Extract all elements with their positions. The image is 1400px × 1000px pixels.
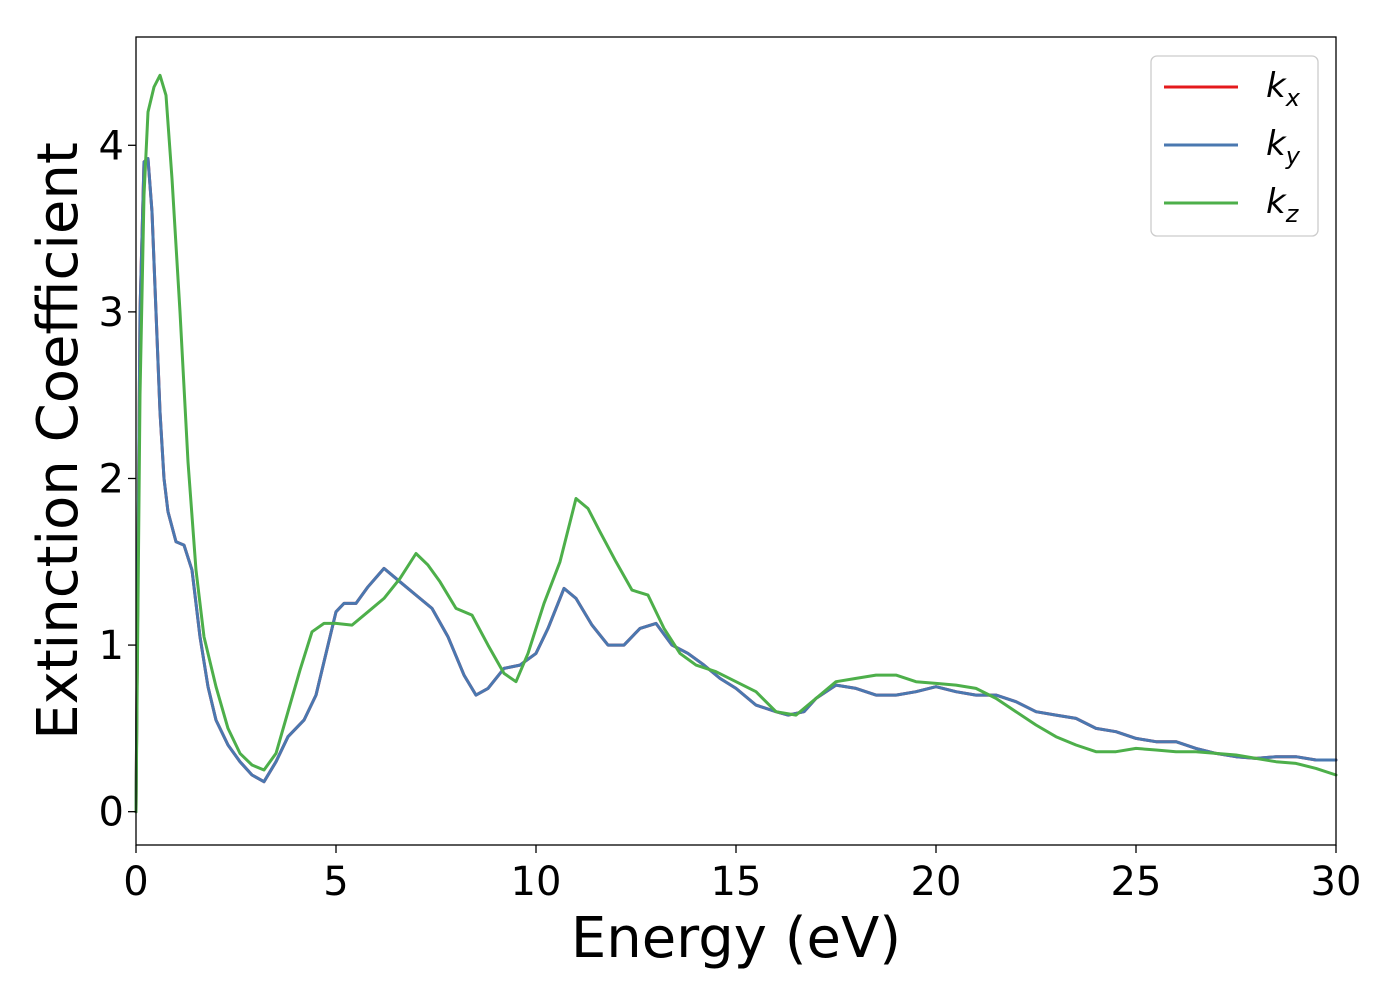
- y-tick-label: 2: [99, 456, 124, 502]
- series-line-y: [134, 157, 1338, 814]
- x-tick-label: 30: [1311, 859, 1362, 905]
- x-axis-ticks: 0 5 10 15 20 25 30: [123, 845, 1361, 905]
- x-tick-label: 0: [123, 859, 148, 905]
- y-axis-label: Extinction Coefficient: [26, 142, 91, 740]
- y-tick-label: 0: [99, 790, 124, 836]
- x-tick-label: 5: [323, 859, 348, 905]
- legend-label-z: kz: [1266, 182, 1300, 228]
- x-axis-label: Energy (eV): [571, 906, 901, 971]
- y-axis-ticks: 0 1 2 3 4: [99, 123, 136, 836]
- legend: kx ky kz: [1150, 55, 1319, 237]
- series-line-z: [134, 73, 1338, 814]
- x-tick-label: 20: [911, 859, 962, 905]
- legend-label-x: kx: [1266, 66, 1301, 112]
- y-tick-label: 4: [99, 123, 124, 169]
- series-layer: [134, 73, 1338, 814]
- y-tick-label: 3: [99, 290, 124, 336]
- legend-label-y: ky: [1266, 124, 1301, 170]
- x-tick-label: 25: [1111, 859, 1162, 905]
- y-tick-label: 1: [99, 623, 124, 669]
- x-tick-label: 15: [711, 859, 762, 905]
- x-tick-label: 10: [511, 859, 562, 905]
